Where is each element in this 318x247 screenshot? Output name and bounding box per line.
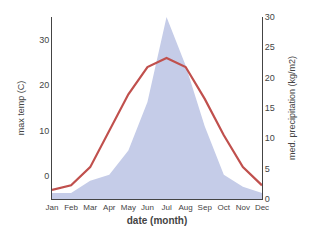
svg-text:Apr: Apr <box>103 203 116 212</box>
svg-text:30: 30 <box>265 12 275 22</box>
svg-text:Nov: Nov <box>236 203 250 212</box>
svg-text:10: 10 <box>265 133 275 143</box>
svg-text:date (month): date (month) <box>127 215 188 226</box>
svg-text:max temp (C): max temp (C) <box>16 81 26 136</box>
svg-text:Oct: Oct <box>218 203 231 212</box>
svg-text:Aug: Aug <box>179 203 193 212</box>
svg-text:0: 0 <box>44 171 49 181</box>
svg-text:15: 15 <box>265 103 275 113</box>
svg-text:25: 25 <box>265 42 275 52</box>
svg-text:May: May <box>121 203 136 212</box>
svg-text:5: 5 <box>265 164 270 174</box>
svg-text:Jan: Jan <box>46 203 59 212</box>
svg-text:Mar: Mar <box>83 203 97 212</box>
svg-text:10: 10 <box>39 126 49 136</box>
svg-text:Jul: Jul <box>161 203 171 212</box>
svg-text:Feb: Feb <box>64 203 78 212</box>
svg-text:20: 20 <box>39 80 49 90</box>
svg-text:med. precipitation (kg/m2): med. precipitation (kg/m2) <box>287 56 297 160</box>
svg-text:0: 0 <box>265 194 270 204</box>
svg-text:Sep: Sep <box>198 203 213 212</box>
svg-text:30: 30 <box>39 35 49 45</box>
svg-text:Jun: Jun <box>141 203 154 212</box>
svg-text:Dec: Dec <box>255 203 269 212</box>
svg-text:20: 20 <box>265 73 275 83</box>
